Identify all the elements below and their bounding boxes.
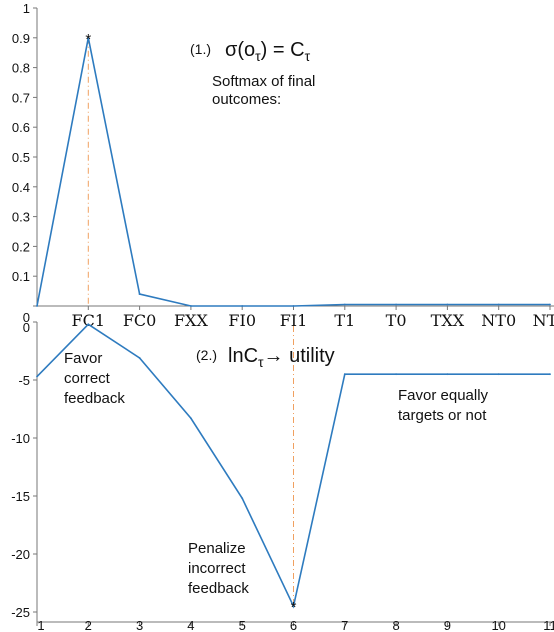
chart-bottom: 0 -5 -10 -15 -20 -25 1 2 3 4 5 6 7 8 9 10 11 * (2.) lnC… bbox=[11, 320, 554, 632]
top-x-category-label: FI1 bbox=[280, 311, 308, 330]
annotation-penalize-3: feedback bbox=[188, 580, 249, 597]
top-y-tick-label: 0.4 bbox=[12, 180, 30, 195]
bottom-y-tick-label: -5 bbox=[18, 373, 30, 388]
bottom-y-tick-label: -15 bbox=[11, 489, 30, 504]
top-y-tick-label: 1 bbox=[23, 1, 30, 16]
bottom-data-point bbox=[138, 357, 141, 359]
top-y-tick-label: 0.8 bbox=[12, 61, 30, 76]
top-formula-sub-1: τ bbox=[255, 48, 261, 64]
bottom-x-tick-label: 9 bbox=[444, 618, 451, 632]
bottom-y-tick-label: -20 bbox=[11, 547, 30, 562]
top-formula-part-2: ) = C bbox=[261, 39, 305, 61]
top-y-tick-label: 0.6 bbox=[12, 120, 30, 135]
bottom-data-point bbox=[343, 373, 346, 376]
top-x-category-label: FI0 bbox=[228, 311, 256, 330]
bottom-y-ticks: 0 -5 -10 -15 -20 -25 bbox=[11, 320, 37, 620]
bottom-y-tick-label: -25 bbox=[11, 605, 30, 620]
annotation-favor-equally-2: targets or not bbox=[398, 407, 487, 424]
top-data-point bbox=[87, 36, 90, 39]
bottom-y-tick-label: 0 bbox=[23, 320, 30, 335]
bottom-data-point bbox=[190, 417, 192, 420]
top-x-category-label: T1 bbox=[334, 311, 355, 330]
top-formula: σ(oτ) = Cτ bbox=[225, 39, 311, 64]
top-annotation-line-1: Softmax of final bbox=[212, 73, 315, 90]
top-x-category-label: FC1 bbox=[72, 311, 106, 330]
top-formula-sub-2: τ bbox=[305, 48, 311, 64]
bottom-data-point bbox=[87, 323, 90, 326]
top-data-point bbox=[497, 303, 500, 306]
top-x-categories: FC1 FC0 FXX FI0 FI1 T1 T0 TXX NT0 NT1 bbox=[72, 306, 554, 330]
bottom-x-tick-label: 2 bbox=[85, 618, 92, 632]
bottom-annotation-number: (2.) bbox=[196, 347, 217, 363]
bottom-x-tick-label: 8 bbox=[392, 618, 399, 632]
top-peak-marker: * bbox=[85, 31, 91, 48]
top-x-category-label: T0 bbox=[386, 311, 407, 330]
bottom-trough-marker: * bbox=[291, 599, 297, 616]
top-y-tick-label: 0 bbox=[23, 310, 30, 325]
top-data-point bbox=[343, 303, 346, 306]
bottom-formula-part-1: lnC bbox=[228, 345, 258, 367]
bottom-series-points bbox=[36, 323, 551, 608]
bottom-x-tick-label: 1 bbox=[37, 618, 44, 632]
top-annotation-line-2: outcomes: bbox=[212, 91, 281, 108]
top-data-point bbox=[292, 305, 295, 307]
annotation-favor-correct-1: Favor bbox=[64, 350, 102, 367]
top-formula-part-1: σ(o bbox=[225, 39, 255, 61]
bottom-x-tick-label: 7 bbox=[341, 618, 348, 632]
chart-top: 00.10.20.30.40.50.60.70.80.91 FC1 FC0 FXX F… bbox=[12, 1, 554, 330]
bottom-data-point bbox=[497, 373, 500, 376]
bottom-data-point bbox=[446, 373, 449, 376]
top-y-tick-label: 0.9 bbox=[12, 31, 30, 46]
bottom-formula: lnCτ→ utility bbox=[228, 345, 335, 370]
top-y-ticks: 0 0.1 0.2 0.3 0.4 0.5 0.6 0.7 0.8 0.9 1 bbox=[12, 1, 37, 325]
top-y-tick-label: 0.7 bbox=[12, 90, 30, 105]
top-data-point bbox=[549, 303, 551, 306]
top-y-tick-label: 0.5 bbox=[12, 150, 30, 165]
bottom-x-tick-label: 3 bbox=[136, 618, 143, 632]
top-x-category-label: NT0 bbox=[481, 311, 516, 330]
annotation-penalize-1: Penalize bbox=[188, 540, 246, 557]
bottom-x-tick-label: 4 bbox=[187, 618, 194, 632]
top-x-category-label: FC0 bbox=[123, 311, 157, 330]
top-data-point bbox=[241, 305, 244, 307]
bottom-x-tick-label: 5 bbox=[239, 618, 246, 632]
annotation-penalize-2: incorrect bbox=[188, 560, 246, 577]
top-data-point bbox=[138, 293, 141, 295]
bottom-y-tick-label: -10 bbox=[11, 431, 30, 446]
annotation-favor-correct-2: correct bbox=[64, 370, 111, 387]
top-data-point bbox=[190, 305, 192, 307]
top-x-category-label: TXX bbox=[431, 311, 465, 330]
top-x-category-label: FXX bbox=[174, 311, 208, 330]
top-annotation-number: (1.) bbox=[190, 41, 211, 57]
bottom-formula-sub: τ bbox=[258, 354, 264, 370]
bottom-data-point bbox=[292, 605, 295, 608]
top-data-point bbox=[36, 305, 38, 307]
top-y-tick-label: 0.3 bbox=[12, 210, 30, 225]
bottom-x-ticks: 1 2 3 4 5 6 7 8 9 10 11 bbox=[36, 618, 554, 632]
top-y-tick-label: 0.2 bbox=[12, 239, 30, 254]
bottom-data-point bbox=[241, 497, 244, 500]
bottom-data-point bbox=[549, 373, 551, 376]
bottom-formula-part-2: → utility bbox=[264, 345, 335, 367]
top-y-tick-label: 0.1 bbox=[12, 269, 30, 284]
top-x-category-label: NT1 bbox=[533, 311, 554, 330]
bottom-x-tick-label: 6 bbox=[290, 618, 297, 632]
top-data-point bbox=[446, 303, 449, 306]
top-data-point bbox=[395, 303, 397, 306]
bottom-x-tick-label: 11 bbox=[543, 618, 554, 632]
annotation-favor-correct-3: feedback bbox=[64, 390, 125, 407]
annotation-favor-equally-1: Favor equally bbox=[398, 387, 489, 404]
bottom-data-point bbox=[395, 373, 397, 376]
bottom-x-tick-label: 10 bbox=[491, 618, 505, 632]
top-series-points bbox=[36, 36, 551, 307]
bottom-data-point bbox=[36, 375, 38, 378]
